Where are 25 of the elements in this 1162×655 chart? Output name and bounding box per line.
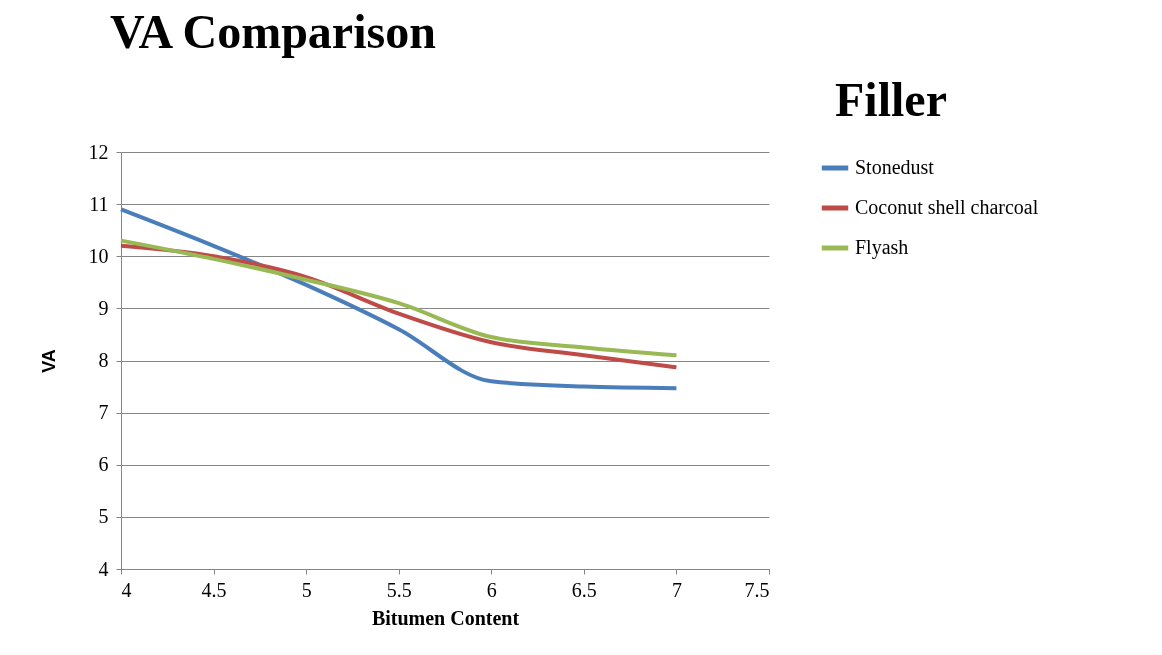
x-tick-label: 7 xyxy=(671,578,682,601)
legend-label: Flyash xyxy=(855,236,909,259)
x-tick-label: 6.5 xyxy=(571,578,597,601)
y-tick-label: 5 xyxy=(98,505,109,528)
y-tick-label: 10 xyxy=(88,244,109,267)
y-tick-label: 6 xyxy=(98,453,109,476)
x-tick-label: 6 xyxy=(486,578,497,601)
y-axis-title: VA xyxy=(38,349,59,373)
x-tick-label: 4.5 xyxy=(201,578,227,601)
line-series xyxy=(119,207,679,391)
y-tick-label: 9 xyxy=(98,296,109,319)
chart-title: VA Comparison xyxy=(110,5,436,58)
y-tick-label: 7 xyxy=(98,401,109,424)
y-tick-label: 4 xyxy=(98,557,109,580)
x-tick-label: 5.5 xyxy=(386,578,412,601)
y-tick-label: 8 xyxy=(98,349,109,371)
x-tick-label: 5 xyxy=(301,578,312,601)
text: Filler xyxy=(835,73,947,126)
y-tick-label: 12 xyxy=(88,140,109,163)
x-tick-label: 7.5 xyxy=(744,578,770,601)
legend-label: Stonedust xyxy=(855,156,935,178)
x-tick-label: 4 xyxy=(121,578,132,601)
y-tick-label: 11 xyxy=(89,192,109,215)
x-axis-title: Bitumen Content xyxy=(371,606,520,629)
legend-label: Coconut shell charcoal xyxy=(855,196,1039,218)
